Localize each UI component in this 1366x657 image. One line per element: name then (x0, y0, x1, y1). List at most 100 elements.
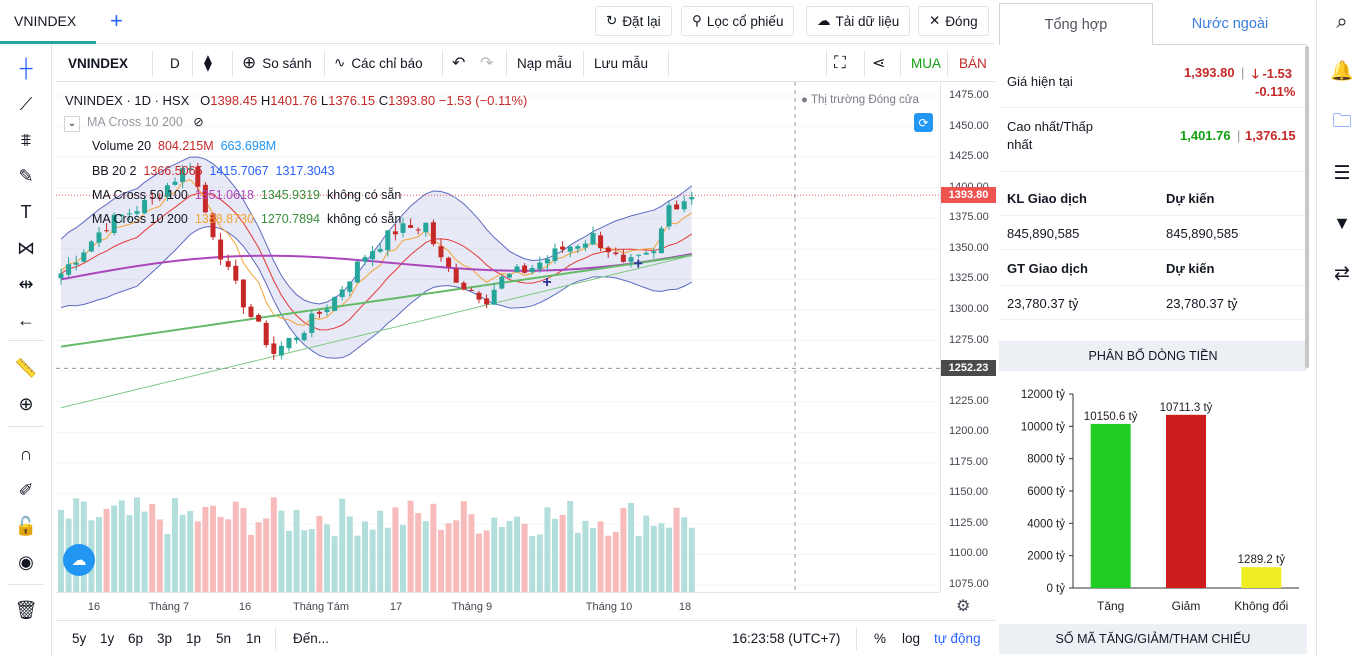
pattern-icon[interactable]: ⋈ (17, 237, 35, 258)
add-circle-icon: ⊕ (242, 53, 257, 72)
ma-cross-10-legend[interactable]: MA Cross 10 200 1388.8730 1270.7894 khôn… (92, 212, 401, 226)
volume-legend[interactable]: Volume 20 804.215M 663.698M (92, 139, 276, 153)
buy-button[interactable]: MUA (911, 44, 941, 82)
volume-bar (612, 531, 619, 592)
range-1d[interactable]: 1n (246, 631, 262, 646)
fib-icon[interactable]: ⩨ (20, 129, 32, 150)
settings-gear-icon[interactable]: ⚙ (956, 598, 971, 615)
eye-icon[interactable]: ◉ (18, 551, 34, 572)
range-1y[interactable]: 1y (100, 631, 115, 646)
candle-body (446, 257, 452, 267)
brush-icon[interactable]: ✎ (18, 165, 34, 186)
candle-body (339, 289, 345, 298)
candle-body (180, 168, 186, 182)
candle-body (613, 252, 619, 255)
volume-bar (605, 535, 612, 592)
price-axis[interactable]: 1475.001450.001425.001400.001375.001350.… (940, 82, 996, 592)
time-tick: 17 (389, 601, 403, 613)
price-tick: 1375.00 (949, 211, 989, 224)
reset-button[interactable]: ↻ Đặt lại (595, 6, 672, 36)
zoom-in-icon[interactable]: ⊕ (18, 393, 34, 414)
tab-vnindex[interactable]: VNINDEX (0, 0, 96, 44)
y-tick-label: 2000 tỷ (1027, 551, 1065, 563)
trend-line-icon[interactable]: ⟋ (19, 93, 33, 114)
back-arrow-icon[interactable]: ← (17, 309, 35, 330)
log-toggle[interactable]: log (902, 631, 921, 646)
ma-cross-50-legend[interactable]: MA Cross 50 100 1351.0618 1345.9319 khôn… (92, 188, 401, 202)
symbol-search[interactable]: VNINDEX (68, 44, 128, 82)
lock-icon[interactable]: 🔓 (14, 515, 38, 536)
volume-bar (666, 527, 672, 592)
candle-style-icon[interactable]: ⧫ (204, 55, 212, 72)
redo-icon[interactable]: ↷ (480, 55, 494, 72)
compare-button[interactable]: ⊕ So sánh (242, 44, 312, 82)
indicators-button[interactable]: ∿ Các chỉ báo (334, 44, 423, 82)
volume-bar (354, 535, 361, 592)
candle-body (385, 230, 391, 251)
candle-body (81, 252, 87, 262)
sync-icon[interactable]: ⟳ (914, 113, 933, 132)
interval-button[interactable]: D (170, 44, 180, 82)
sell-button[interactable]: BÁN (959, 44, 987, 82)
save-template-button[interactable]: Lưu mẫu (594, 44, 648, 82)
ruler-icon[interactable]: 📏 (14, 357, 38, 378)
volume-bar (521, 523, 528, 592)
fullscreen-icon[interactable]: ⛶ (834, 53, 846, 72)
range-5d[interactable]: 5n (216, 631, 232, 646)
range-3m[interactable]: 3p (157, 631, 173, 646)
search-icon[interactable]: ⌕ (1336, 10, 1348, 33)
candle-body (461, 282, 467, 290)
volume-bar (597, 521, 604, 592)
volume-header-row: KL Giao dịch Dự kiến (999, 180, 1307, 216)
load-template-button[interactable]: Nạp mẫu (517, 44, 572, 82)
range-5y[interactable]: 5y (72, 631, 87, 646)
bb-legend[interactable]: BB 20 2 1366.5065 1415.7067 1317.3043 (92, 164, 335, 178)
time-tick: Tháng 9 (451, 601, 493, 613)
share-icon[interactable]: ⋖ (872, 55, 886, 72)
current-price-label: Giá hiện tại (1007, 74, 1073, 89)
stock-filter-button[interactable]: ⚲ Lọc cổ phiếu (681, 6, 795, 36)
range-1m[interactable]: 1p (186, 631, 202, 646)
text-icon[interactable]: T (20, 201, 32, 222)
add-tab-icon[interactable]: + (110, 8, 123, 33)
candle-body (484, 298, 490, 305)
auto-scale-toggle[interactable]: tự động (934, 631, 981, 646)
divider (324, 50, 325, 76)
ma-cross-10-status: không có sẵn (326, 212, 402, 226)
percent-toggle[interactable]: % (874, 631, 887, 646)
panel-scrollbar[interactable] (1305, 46, 1309, 368)
clock-timezone[interactable]: 16:23:58 (UTC+7) (732, 631, 841, 646)
tab-foreign[interactable]: Nước ngoài (1153, 3, 1307, 45)
volume-bar (688, 527, 695, 592)
range-6m[interactable]: 6p (128, 631, 144, 646)
time-axis[interactable]: ⚙ 16 Tháng 7 16 Tháng Tám 17 Tháng 9 Tháng 10 1… (56, 592, 970, 620)
volume-forecast-value: 845,890,585 (1166, 226, 1239, 241)
lock-drawing-icon[interactable]: ✐ (18, 479, 34, 500)
indicator-hidden-row[interactable]: ⌄ MA Cross 10 200 ⊘ (64, 114, 204, 132)
reset-label: Đặt lại (622, 13, 661, 29)
list-icon[interactable]: ☰ (1333, 162, 1351, 184)
chevron-down-icon[interactable]: ⌄ (64, 116, 80, 132)
chart-canvas[interactable]: ++ (56, 82, 940, 592)
price-chart[interactable]: + + VNINDEX · 1D · HSX O1398.45 H1401.76 … (56, 82, 940, 592)
candle-body (149, 197, 155, 199)
download-data-button[interactable]: ☁ Tải dữ liệu (806, 6, 911, 36)
tab-summary[interactable]: Tổng hợp (999, 3, 1153, 45)
value-header-row: GT Giao dịch Dự kiến (999, 250, 1307, 286)
goto-date-button[interactable]: Đến... (293, 631, 330, 646)
funnel-icon[interactable]: ▼ (1333, 212, 1351, 233)
bell-icon[interactable]: 🔔 (1330, 61, 1354, 82)
prediction-icon[interactable]: ⇹ (18, 273, 34, 294)
divider (900, 50, 901, 76)
crosshair-icon[interactable]: ┼ (19, 57, 33, 78)
volume-bar (217, 516, 224, 592)
bb-name: BB 20 2 (92, 164, 137, 178)
magnet-icon[interactable]: ∩ (19, 443, 33, 464)
undo-icon[interactable]: ↶ (452, 55, 466, 72)
load-template-label: Nạp mẫu (517, 55, 572, 71)
close-button[interactable]: ✕ Đóng (918, 6, 989, 36)
eye-off-icon[interactable]: ⊘ (193, 115, 204, 129)
trash-icon[interactable]: 🗑 (14, 599, 38, 620)
swap-icon[interactable]: ⇄ (1334, 262, 1350, 284)
folder-icon[interactable]: 🗀 (1332, 111, 1352, 132)
